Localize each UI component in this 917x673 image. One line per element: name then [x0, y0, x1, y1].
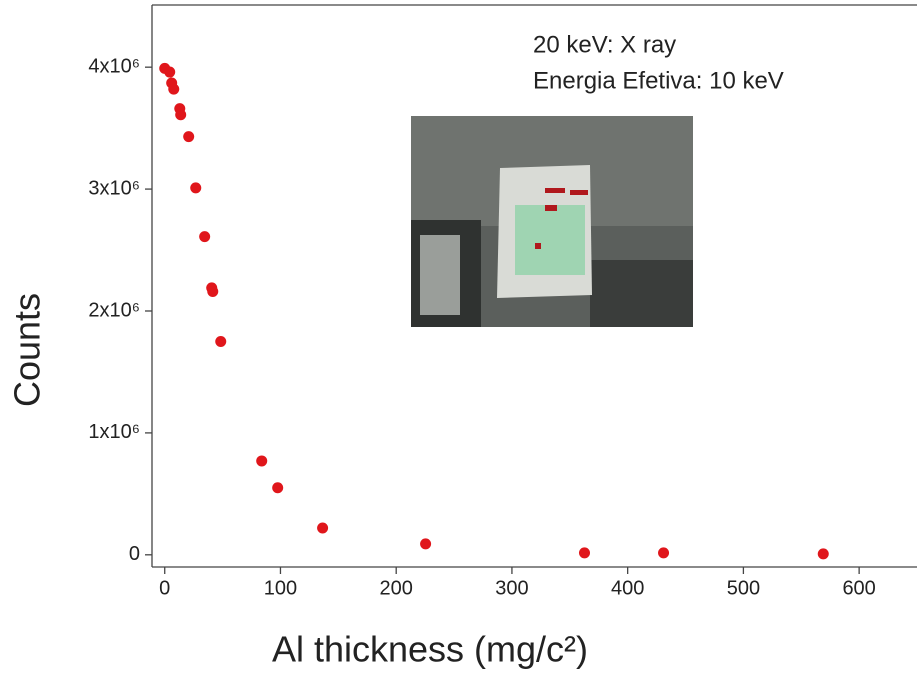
annotation: 20 keV: X ray	[533, 31, 676, 58]
photo-device-part	[420, 235, 460, 315]
y-tick-label: 3x10⁶	[88, 177, 140, 199]
x-tick-label: 600	[842, 577, 875, 599]
data-point	[175, 109, 187, 121]
photo-mark	[570, 190, 588, 195]
annotation: Energia Efetiva: 10 keV	[533, 67, 784, 94]
photo-object	[590, 260, 693, 327]
x-axis-label: Al thickness (mg/c²)	[272, 629, 588, 670]
data-point	[817, 548, 829, 560]
x-tick-label: 100	[264, 577, 297, 599]
data-point	[207, 285, 219, 297]
photo-mark	[535, 243, 541, 249]
x-tick-label: 300	[495, 577, 528, 599]
x-tick-label: 500	[727, 577, 760, 599]
data-point	[420, 538, 432, 550]
data-point	[199, 231, 211, 243]
photo-beam-spot	[515, 205, 585, 275]
y-axis-label: Counts	[7, 293, 48, 407]
axes-frame	[151, 4, 917, 568]
y-tick-label: 1x10⁶	[88, 421, 140, 443]
data-point	[317, 522, 329, 534]
photo-mark	[545, 188, 565, 193]
data-point	[190, 182, 202, 194]
x-tick-label: 400	[611, 577, 644, 599]
y-tick-label: 2x10⁶	[88, 299, 140, 321]
data-point	[168, 83, 180, 95]
data-point	[183, 131, 195, 143]
data-point	[215, 335, 227, 347]
data-point	[256, 455, 268, 467]
x-tick-label: 200	[380, 577, 413, 599]
y-tick-label: 4x10⁶	[88, 55, 140, 77]
y-tick-label: 0	[129, 543, 140, 565]
data-point	[272, 482, 284, 494]
x-tick-label: 0	[159, 577, 170, 599]
photo-mark	[545, 205, 557, 211]
data-point	[578, 547, 590, 559]
data-point	[164, 66, 176, 78]
data-point	[658, 547, 670, 559]
inset-photo	[411, 116, 693, 327]
